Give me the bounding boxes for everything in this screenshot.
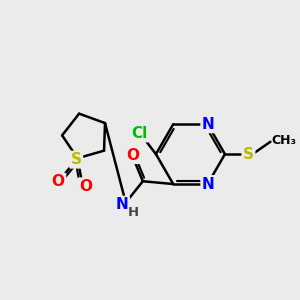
Text: H: H [128,206,139,220]
Text: N: N [116,197,128,212]
Text: S: S [71,152,82,167]
Text: Cl: Cl [131,126,148,141]
Text: N: N [202,176,214,191]
Text: O: O [52,174,65,189]
Text: O: O [127,148,140,163]
Text: N: N [202,117,214,132]
Text: CH₃: CH₃ [272,134,297,147]
Text: S: S [243,147,254,162]
Text: O: O [79,179,92,194]
